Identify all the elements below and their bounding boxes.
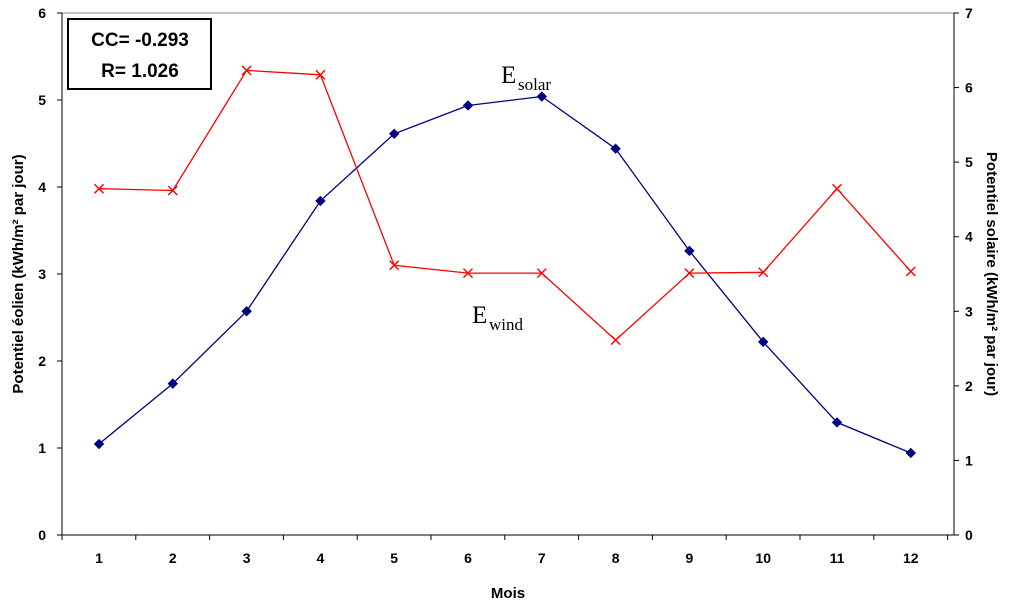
y-left-tick-label: 4 <box>38 179 46 195</box>
data-point-wind <box>241 65 252 76</box>
data-point-wind <box>167 185 178 196</box>
data-point-solar <box>684 245 695 257</box>
data-point-solar <box>610 143 621 154</box>
y-left-tick-label: 6 <box>38 5 46 21</box>
y-right-tick-label: 1 <box>965 452 973 468</box>
data-point-wind <box>536 268 547 279</box>
data-point-wind <box>610 335 621 346</box>
y-right-tick-label: 7 <box>965 5 973 21</box>
y-left-tick-label: 0 <box>38 527 46 543</box>
data-point-wind <box>758 267 769 278</box>
x-tick-label: 1 <box>95 550 103 566</box>
x-tick-label: 10 <box>755 550 771 566</box>
series-layer <box>93 65 917 459</box>
x-tick-label: 4 <box>317 550 325 566</box>
y-right-tick-label: 2 <box>965 378 973 394</box>
x-tick-label: 8 <box>612 550 620 566</box>
y-left-tick-label: 1 <box>38 440 46 456</box>
data-point-solar <box>905 447 917 459</box>
y-axis-right-label: Potentiel solaire (kWh/m² par jour) <box>983 152 1000 396</box>
y-right-tick-label: 4 <box>965 229 973 245</box>
x-tick-label: 12 <box>903 550 919 566</box>
series-label-solar-main: E <box>501 62 516 89</box>
annotation-box-border <box>67 18 212 90</box>
data-point-solar <box>167 378 179 389</box>
data-point-wind <box>905 266 916 277</box>
annotation-r: R= 1.026 <box>101 61 179 82</box>
x-tick-label: 2 <box>169 550 177 566</box>
series-label-wind-main: E <box>472 302 487 329</box>
data-point-wind <box>389 260 400 271</box>
data-point-solar <box>93 438 105 450</box>
x-tick-label: 11 <box>830 550 845 566</box>
x-tick-label: 5 <box>390 550 398 566</box>
data-point-wind <box>463 268 473 279</box>
y-axis-left-label: Potentiel éolien (kWh/m² par jour) <box>10 154 27 393</box>
data-point-solar <box>388 128 400 140</box>
annotation-cc: CC= -0.293 <box>91 30 189 51</box>
y-left-tick-label: 2 <box>38 353 46 369</box>
x-tick-label: 3 <box>243 550 251 566</box>
y-right-tick-label: 3 <box>965 303 973 319</box>
data-point-wind <box>832 183 842 194</box>
series-label-wind: E wind <box>472 302 524 334</box>
data-point-wind <box>315 69 326 80</box>
y-left-tick-label: 5 <box>38 92 46 108</box>
series-label-solar-sub: solar <box>518 75 551 94</box>
y-left-tick-label: 3 <box>38 266 46 282</box>
data-point-solar <box>315 195 326 207</box>
x-tick-label: 7 <box>538 550 546 566</box>
data-point-wind <box>94 183 104 194</box>
data-point-solar <box>462 100 474 111</box>
series-label-solar: E solar <box>501 62 551 94</box>
data-point-solar <box>241 306 252 317</box>
annotation-box: CC= -0.293 R= 1.026 <box>67 18 212 90</box>
series-label-wind-sub: wind <box>489 315 524 334</box>
plot-border <box>61 12 955 536</box>
series-solar <box>93 91 917 459</box>
y-right-tick-label: 5 <box>965 154 973 170</box>
x-tick-label: 6 <box>464 550 472 566</box>
x-tick-label: 9 <box>686 550 694 566</box>
y-right-tick-label: 6 <box>965 80 973 96</box>
plot-frame <box>61 12 955 536</box>
data-point-wind <box>684 268 695 279</box>
data-point-solar <box>831 417 843 428</box>
series-wind <box>94 65 916 346</box>
x-axis-label: Mois <box>491 585 525 602</box>
y-right-tick-label: 0 <box>965 527 973 543</box>
series-line-wind <box>98 69 912 341</box>
data-point-solar <box>536 91 548 102</box>
data-point-solar <box>757 336 769 348</box>
series-line-solar <box>98 95 912 454</box>
